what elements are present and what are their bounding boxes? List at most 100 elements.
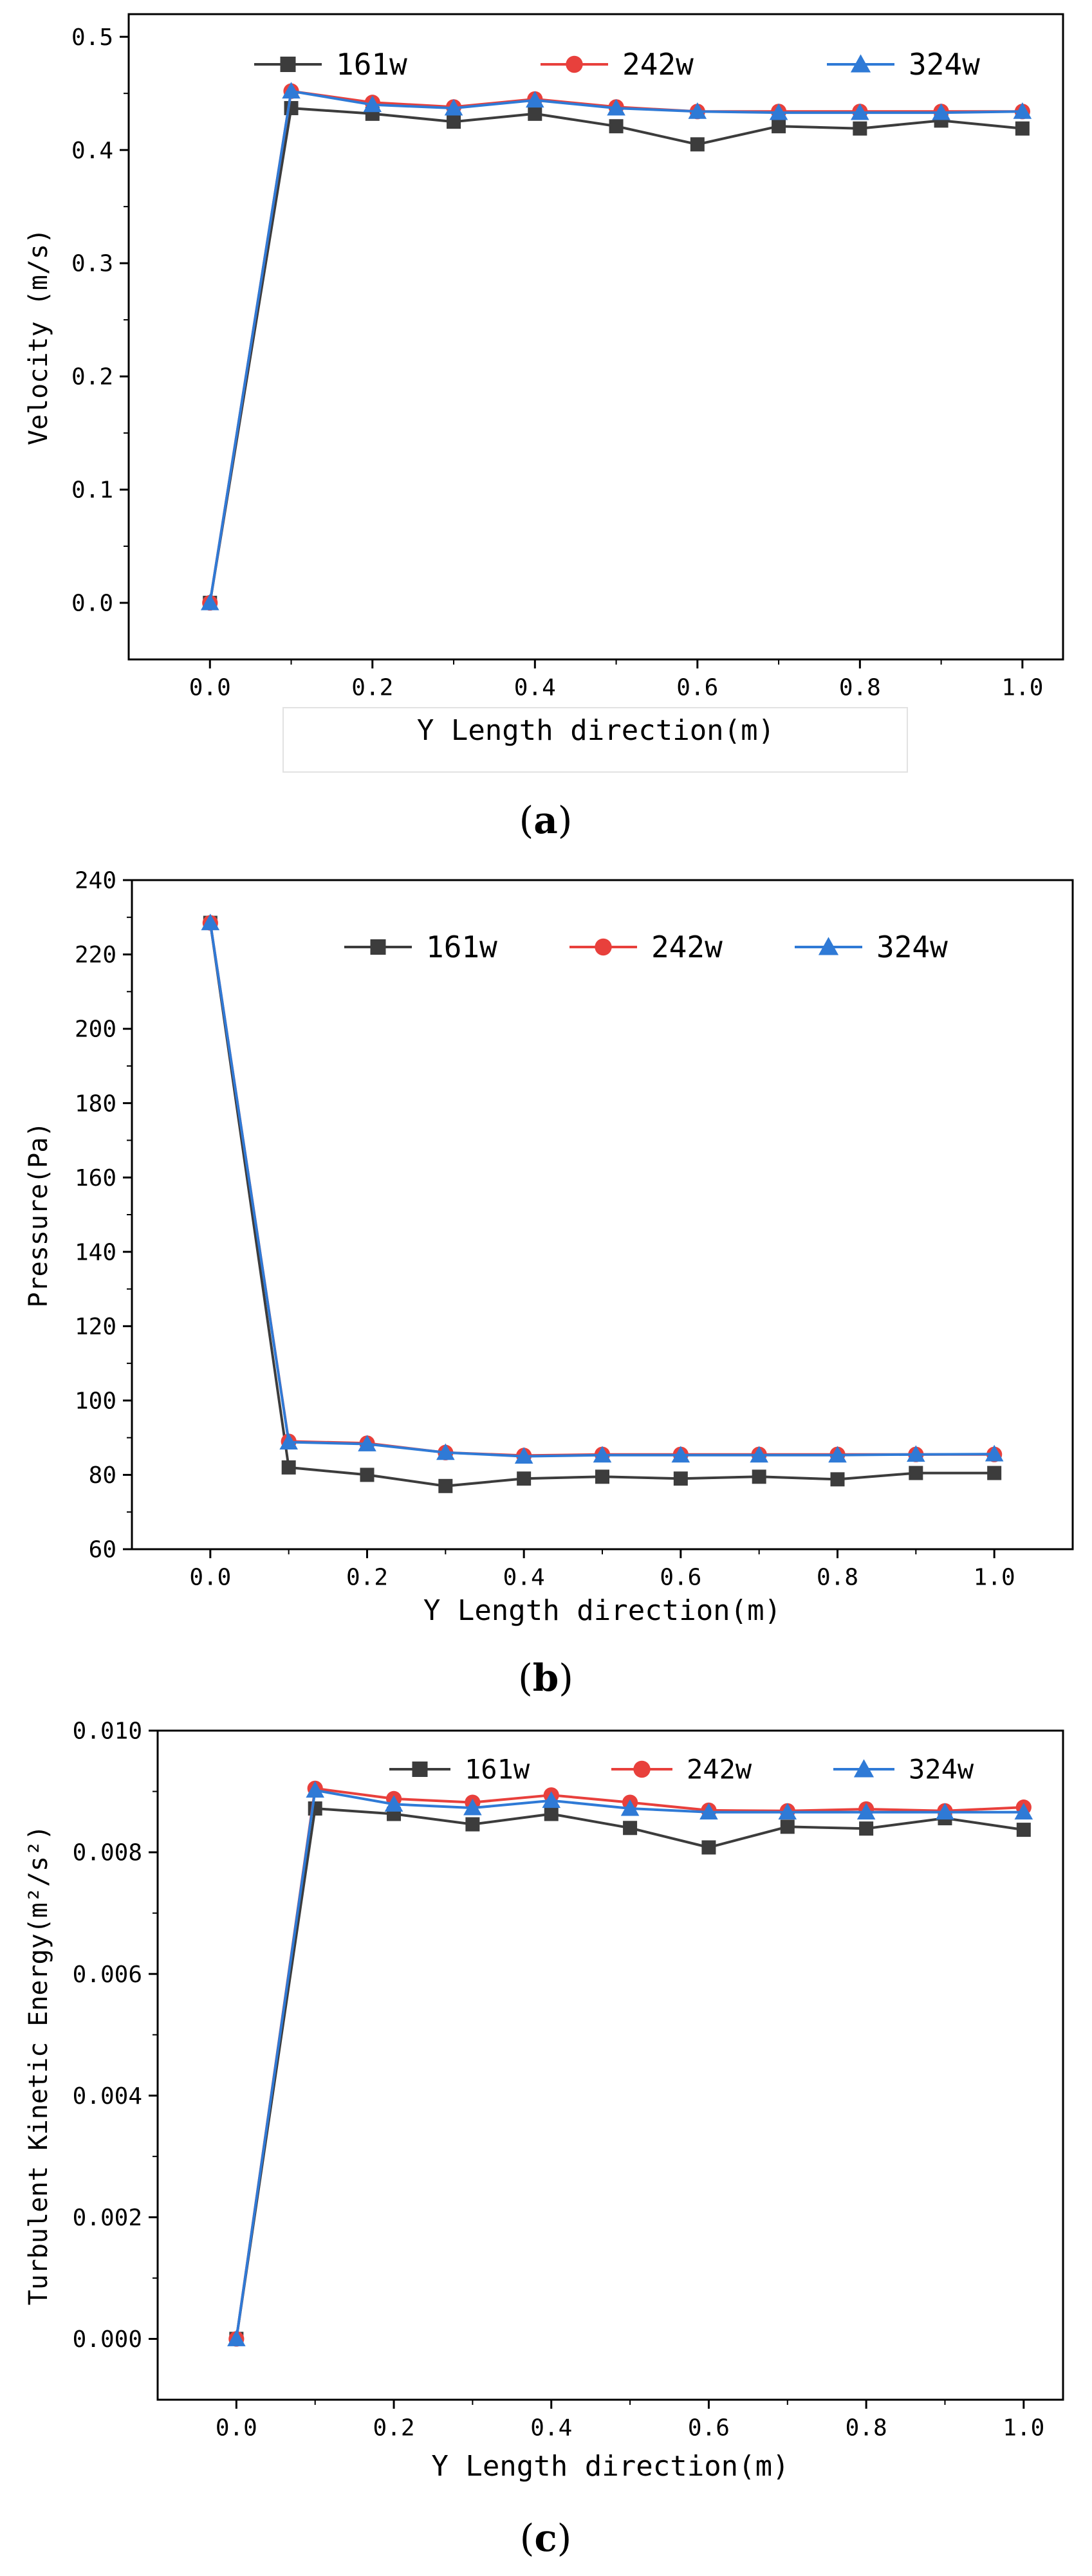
data-point-161w <box>673 1471 688 1486</box>
legend-item-161w: 161w <box>254 47 407 82</box>
data-point-324w <box>282 82 301 99</box>
legend-item-324w: 324w <box>795 930 948 964</box>
data-point-161w <box>623 1821 638 1835</box>
y-tick-label: 0.0 <box>71 591 113 617</box>
panel-caption: (b) <box>518 1656 573 1700</box>
series-line-161w <box>208 923 995 1487</box>
legend-item-242w: 242w <box>541 47 694 82</box>
data-point-324w <box>384 1795 403 1812</box>
data-point-324w <box>358 1435 376 1451</box>
data-point-324w <box>769 103 788 120</box>
data-point-161w <box>909 1466 923 1480</box>
x-title-box <box>282 707 908 773</box>
plot-frame <box>127 13 1064 661</box>
data-point-161w <box>438 1478 453 1493</box>
data-point-161w <box>528 106 542 121</box>
data-point-161w <box>1015 121 1030 136</box>
x-tick-label: 0.4 <box>514 674 556 701</box>
data-point-161w <box>701 1840 716 1855</box>
y-tick-label: 0.002 <box>73 2205 142 2231</box>
legend-label: 324w <box>876 930 948 964</box>
legend-item-324w: 324w <box>827 47 980 82</box>
plot-frame <box>156 1729 1064 2401</box>
data-point-324w <box>699 1803 718 1820</box>
data-point-161w <box>830 1472 845 1487</box>
data-point-161w <box>308 1801 322 1816</box>
y-tick-label: 120 <box>75 1314 116 1340</box>
x-tick-label: 0.6 <box>688 2415 730 2441</box>
legend-label: 161w <box>465 1754 530 1785</box>
y-tick-label: 0.000 <box>73 2326 142 2353</box>
data-point-324w <box>750 1446 768 1463</box>
data-point-161w <box>281 1460 296 1475</box>
legend-marker <box>412 1762 428 1777</box>
y-tick-label: 180 <box>75 1090 116 1117</box>
legend-label: 324w <box>909 47 980 82</box>
x-tick-label: 0.0 <box>189 674 231 701</box>
series-line-242w <box>235 1787 1024 2339</box>
legend-marker <box>633 1760 651 1778</box>
data-point-324w <box>279 1433 298 1450</box>
legend-label: 242w <box>622 47 694 82</box>
x-tick-label: 0.0 <box>189 1564 231 1590</box>
series-line-324w <box>235 1789 1024 2339</box>
data-point-324w <box>671 1446 690 1463</box>
x-tick-label: 0.8 <box>839 674 881 701</box>
data-point-324w <box>306 1781 324 1798</box>
data-point-161w <box>853 121 867 136</box>
panel-caption: (c) <box>520 2516 572 2560</box>
series-line-161w <box>235 1807 1024 2339</box>
data-point-324w <box>444 98 463 116</box>
data-point-324w <box>932 103 950 120</box>
x-tick-label: 0.4 <box>530 2415 572 2441</box>
y-tick-label: 0.1 <box>71 477 113 504</box>
panel-a: 0.0 0.2 0.4 0.6 0.8 1.0 0.0 0.1 0.2 0.3 0.4 0.5 Y Le… <box>24 13 1064 842</box>
legend-label: 161w <box>426 930 497 964</box>
x-tick-label: 0.2 <box>351 674 393 701</box>
legend-marker <box>850 54 871 73</box>
legend-label: 161w <box>336 47 407 82</box>
x-tick-label: 1.0 <box>1001 674 1043 701</box>
legend-marker <box>853 1759 875 1778</box>
y-tick-label: 220 <box>75 942 116 968</box>
legend-marker <box>566 55 583 73</box>
data-point-161w <box>284 101 299 116</box>
legend-item-242w: 242w <box>611 1754 752 1785</box>
data-point-161w <box>1016 1823 1031 1837</box>
x-tick-label: 0.4 <box>503 1564 545 1590</box>
legend-marker <box>818 937 839 955</box>
y-axis-title: Turbulent Kinetic Energy(m²/s²) <box>24 1825 53 2306</box>
x-tick-label: 0.6 <box>660 1564 701 1590</box>
y-tick-label: 0.5 <box>71 24 113 51</box>
legend-item-161w: 161w <box>344 930 497 964</box>
x-axis-title: Y Length direction(m) <box>423 1594 781 1627</box>
data-point-324w <box>200 593 219 611</box>
data-point-324w <box>593 1446 612 1463</box>
y-tick-label: 0.008 <box>73 1840 142 1866</box>
data-point-324w <box>1013 102 1032 119</box>
data-point-161w <box>780 1819 795 1834</box>
data-point-161w <box>595 1469 609 1484</box>
data-point-324w <box>436 1443 455 1460</box>
y-axis-title: Velocity (m/s) <box>24 228 53 445</box>
y-tick-label: 140 <box>75 1239 116 1265</box>
data-point-324w <box>201 914 220 930</box>
legend-label: 242w <box>651 930 723 964</box>
data-point-324w <box>463 1798 482 1816</box>
series-line-324w <box>208 923 995 1458</box>
series-line-324w <box>208 89 1023 603</box>
series-line-242w <box>208 923 995 1457</box>
legend-label: 242w <box>687 1754 752 1785</box>
series-line-161w <box>208 106 1023 603</box>
x-tick-label: 0.0 <box>216 2415 257 2441</box>
panel-b: 0.0 0.2 0.4 0.6 0.8 1.0 60 80 100 120 140 160 180 200… <box>24 868 1074 1700</box>
data-point-161w <box>772 119 786 134</box>
data-point-324w <box>828 1446 847 1463</box>
y-tick-label: 0.006 <box>73 1962 142 1988</box>
x-tick-label: 0.8 <box>846 2415 887 2441</box>
y-tick-label: 0.3 <box>71 251 113 277</box>
data-point-324w <box>526 91 544 108</box>
data-point-161w <box>609 119 624 134</box>
data-point-161w <box>360 1467 375 1482</box>
